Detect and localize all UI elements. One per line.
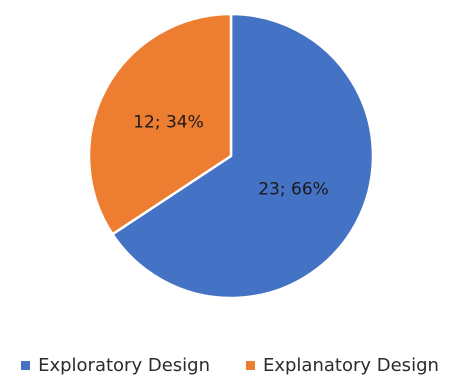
pie-slice-explanatory-design [87, 12, 233, 236]
legend-item-exploratory: Exploratory Design [21, 355, 210, 376]
legend-label-explanatory: Explanatory Design [262, 355, 439, 376]
legend-swatch-exploratory [21, 361, 31, 370]
data-label-exploratory-design: 23; 66% [258, 180, 329, 200]
pie-svg: 23; 66% 12; 34% [87, 12, 375, 300]
legend-label-exploratory: Exploratory Design [38, 355, 210, 376]
chart-legend: Exploratory Design Explanatory Design [0, 355, 460, 376]
legend-item-explanatory: Explanatory Design [245, 355, 439, 376]
pie-slice-exploratory-design [111, 12, 375, 300]
legend-swatch-explanatory [245, 361, 255, 370]
data-label-explanatory-design: 12; 34% [133, 112, 204, 132]
